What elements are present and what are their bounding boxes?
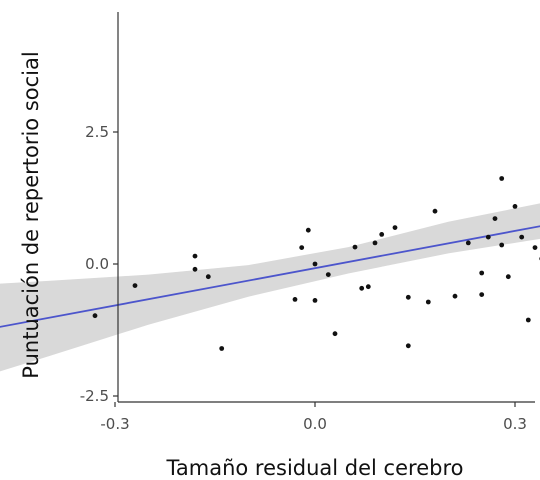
data-point-19 [379, 232, 385, 237]
data-point-5 [192, 253, 198, 259]
data-point-16 [359, 285, 365, 291]
data-point-4 [192, 266, 198, 272]
data-point-27 [479, 270, 485, 276]
data-point-26 [465, 240, 471, 246]
x-tick-label: 0.3 [503, 415, 527, 433]
data-point-34 [512, 204, 518, 209]
data-point-12 [312, 298, 318, 303]
data-point-35 [519, 234, 525, 240]
x-tick-label: 0.0 [303, 415, 327, 433]
x-tick-label: -0.3 [100, 415, 129, 433]
data-point-3 [132, 283, 138, 288]
y-tick-label: 2.5 [85, 123, 109, 141]
data-point-36 [525, 317, 531, 323]
data-point-25 [452, 293, 458, 299]
data-point-15 [352, 244, 358, 250]
data-point-20 [392, 225, 398, 231]
data-point-11 [312, 261, 318, 267]
tick-labels-layer: -0.30.00.30.62.50.0-2.5 [80, 123, 527, 433]
data-point-33 [505, 274, 511, 280]
data-point-32 [499, 242, 505, 248]
data-point-10 [305, 227, 311, 233]
data-point-28 [479, 292, 485, 297]
data-point-31 [499, 176, 505, 181]
y-tick-label: 0.0 [85, 255, 109, 273]
data-point-29 [485, 234, 491, 240]
data-point-22 [405, 343, 411, 349]
confidence-band-layer [0, 203, 540, 372]
data-point-23 [425, 299, 431, 305]
y-axis-title: Puntuación de repertorio social [19, 51, 43, 378]
x-axis-title: Tamaño residual del cerebro [166, 456, 464, 480]
data-point-7 [219, 346, 225, 351]
data-point-24 [432, 208, 438, 214]
data-point-9 [299, 245, 305, 251]
axes-layer [113, 12, 535, 407]
data-point-13 [325, 272, 331, 277]
confidence-band [0, 203, 540, 372]
data-point-14 [332, 331, 338, 337]
data-point-17 [365, 284, 371, 290]
regression-line [0, 225, 540, 328]
data-point-2 [92, 313, 98, 319]
data-point-6 [205, 274, 211, 280]
data-points-layer [92, 176, 540, 351]
data-point-21 [405, 294, 411, 300]
data-point-8 [292, 297, 298, 302]
fit-line-layer [0, 225, 540, 328]
data-point-18 [372, 240, 378, 246]
data-point-30 [492, 216, 498, 222]
data-point-37 [532, 245, 538, 251]
y-tick-label: -2.5 [80, 387, 109, 405]
